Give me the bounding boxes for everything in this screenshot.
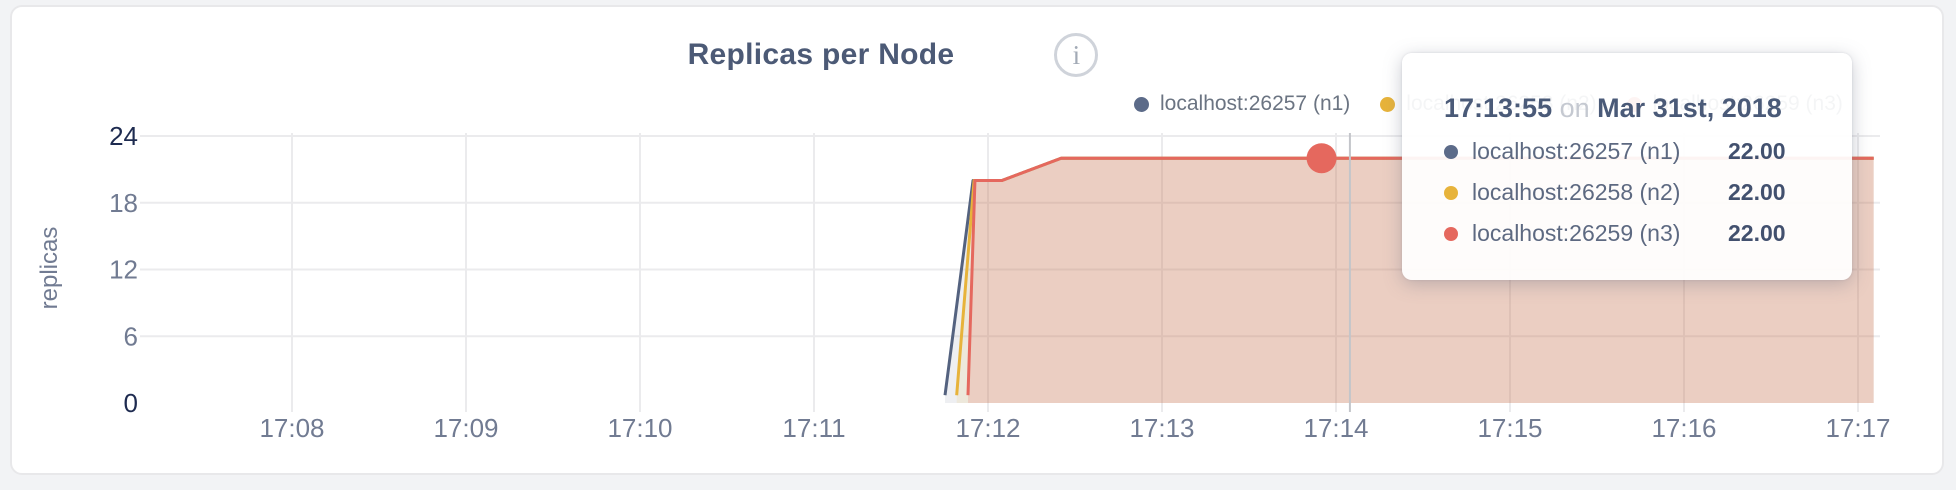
chart-header: Replicas per Node i <box>0 33 1871 77</box>
tooltip-series-label: localhost:26259 (n3) <box>1472 220 1681 246</box>
legend-item-label: localhost:26257 (n1) <box>1160 92 1351 115</box>
tooltip-series-dot <box>1444 185 1458 200</box>
legend-dot <box>1380 96 1396 112</box>
y-axis-label: replicas <box>36 227 63 310</box>
x-tick-label: 17:13 <box>1129 413 1194 443</box>
tooltip-date: Mar 31st, 2018 <box>1597 93 1782 123</box>
y-tick-label: 24 <box>109 121 138 151</box>
tooltip-time: 17:13:55 <box>1444 93 1553 123</box>
x-tick-label: 17:14 <box>1303 413 1368 443</box>
tooltip-series-dot <box>1444 226 1458 241</box>
tooltip-rows: localhost:26257 (n1) 22.00 localhost:26258… <box>1444 131 1812 254</box>
info-icon[interactable]: i <box>1054 33 1099 77</box>
x-tick-label: 17:17 <box>1825 413 1890 443</box>
y-tick-label: 0 <box>124 388 138 418</box>
y-tick-label: 12 <box>109 255 138 285</box>
tooltip-row: localhost:26259 (n3) 22.00 <box>1444 213 1812 254</box>
chart-tooltip: 17:13:55 on Mar 31st, 2018 localhost:262… <box>1402 53 1852 280</box>
tooltip-series-value: 22.00 <box>1728 220 1786 246</box>
tooltip-header: 17:13:55 on Mar 31st, 2018 <box>1444 93 1812 123</box>
tooltip-series-dot <box>1444 144 1458 159</box>
tooltip-series-label: localhost:26257 (n1) <box>1472 138 1681 164</box>
tooltip-series-label: localhost:26258 (n2) <box>1472 179 1681 205</box>
x-tick-label: 17:16 <box>1651 413 1716 443</box>
x-tick-label: 17:09 <box>433 413 498 443</box>
x-tick-label: 17:08 <box>259 413 324 443</box>
tooltip-row: localhost:26258 (n2) 22.00 <box>1444 172 1812 213</box>
x-tick-label: 17:15 <box>1477 413 1542 443</box>
legend-item[interactable]: localhost:26257 (n1) <box>1134 92 1350 116</box>
x-tick-label: 17:12 <box>955 413 1020 443</box>
chart-title: Replicas per Node <box>687 38 955 71</box>
x-tick-label: 17:11 <box>782 413 845 443</box>
tooltip-series-value: 22.00 <box>1728 138 1786 164</box>
tooltip-row: localhost:26257 (n1) 22.00 <box>1444 131 1812 172</box>
y-tick-label: 18 <box>109 188 138 218</box>
legend-dot <box>1134 96 1149 112</box>
y-tick-label: 6 <box>124 321 138 351</box>
x-tick-label: 17:10 <box>607 413 672 443</box>
tooltip-conjunction: on <box>1559 93 1590 123</box>
highlight-dot[interactable] <box>1306 143 1337 174</box>
tooltip-series-value: 22.00 <box>1728 179 1786 205</box>
